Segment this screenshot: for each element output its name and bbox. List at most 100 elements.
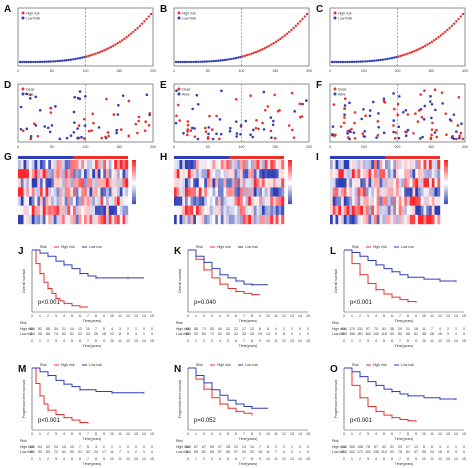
- status-point: [195, 93, 199, 97]
- legend-low-marker: [21, 16, 25, 20]
- legend-high-label: High risk: [61, 363, 75, 367]
- status-point: [377, 125, 381, 129]
- status-point: [235, 98, 238, 101]
- status-point: [127, 99, 131, 103]
- risk-point: [417, 48, 420, 51]
- heatmap-cell: [281, 178, 285, 188]
- x-tick-label: 0: [17, 69, 19, 73]
- heatmap-cell: [209, 214, 213, 225]
- status-point: [72, 131, 76, 134]
- status-point: [383, 101, 387, 104]
- status-point: [239, 124, 243, 127]
- heatmap-cell: [234, 214, 238, 225]
- x-tick-label: 12: [126, 314, 130, 318]
- heatmap-cell: [278, 160, 282, 170]
- x-tick-label: 6: [235, 314, 237, 318]
- status-point: [263, 108, 267, 112]
- heatmap-cell: [332, 160, 336, 170]
- heatmap-cell: [434, 214, 438, 225]
- heatmap-cell: [111, 178, 115, 188]
- heatmap-cell: [434, 160, 438, 170]
- heatmap-cell: [248, 178, 252, 188]
- p-value: p<0.001: [350, 418, 373, 424]
- x-tick-label: 3: [367, 314, 369, 318]
- x-tick-label: 13: [134, 339, 138, 343]
- heatmap-cell: [207, 169, 210, 179]
- heatmap-cell: [37, 169, 41, 179]
- heatmap-cell: [251, 160, 254, 170]
- risk-table-cell: 10: [70, 445, 74, 449]
- status-point: [235, 132, 239, 135]
- heatmap-cell: [100, 169, 104, 179]
- heatmap-cell: [423, 178, 427, 188]
- heatmap-cell: [412, 196, 416, 206]
- heatmap-cell: [385, 205, 388, 216]
- legend-low-label: Low Risk: [182, 17, 196, 21]
- status-point: [352, 131, 356, 134]
- heatmap-cell: [267, 160, 271, 170]
- heatmap-cell: [346, 214, 350, 225]
- risk-point: [118, 40, 122, 44]
- color-scale-step: [132, 177, 136, 180]
- status-point: [185, 133, 189, 137]
- heatmap-cell: [75, 214, 79, 225]
- heatmap-cell: [119, 187, 123, 197]
- heatmap-cell: [259, 205, 263, 216]
- risk-point: [103, 49, 106, 52]
- heatmap-cell: [401, 214, 405, 225]
- heatmap-cell: [256, 214, 260, 225]
- risk-point: [214, 59, 218, 63]
- heatmap-cell: [125, 160, 129, 170]
- heatmap-cell: [75, 178, 79, 188]
- heatmap-cell: [418, 214, 421, 225]
- risk-table-cell: 7: [259, 445, 261, 449]
- heatmap-cell: [273, 214, 276, 225]
- heatmap-cell: [37, 160, 41, 170]
- risk-point: [370, 59, 374, 63]
- heatmap-cell: [215, 178, 219, 188]
- risk-point: [252, 51, 255, 55]
- heatmap-cell: [59, 187, 63, 197]
- x-tick-label: 1: [351, 339, 353, 343]
- x-tick-label: 14: [454, 314, 458, 318]
- heatmap-cell: [431, 187, 435, 197]
- risk-table-cell: 95: [38, 332, 42, 336]
- heatmap-cell: [231, 205, 235, 216]
- risk-table-cell: 108: [357, 445, 363, 449]
- heatmap-cell: [23, 178, 27, 188]
- risk-table-cell: 100: [185, 327, 191, 331]
- risk-point: [140, 22, 144, 25]
- heatmap-cell: [70, 214, 74, 225]
- heatmap-cell: [51, 160, 54, 170]
- heatmap-cell: [415, 196, 419, 206]
- status-point: [431, 121, 434, 125]
- x-tick-label: 1: [195, 314, 197, 318]
- risk-table-cell: 83: [46, 450, 50, 454]
- heatmap-cell: [412, 160, 416, 170]
- heatmap-cell: [234, 178, 238, 188]
- heatmap-cell: [89, 178, 93, 188]
- heatmap-cell: [229, 178, 232, 188]
- heatmap-cell: [407, 214, 410, 225]
- p-value: p<0.001: [38, 418, 61, 424]
- heatmap-cell: [341, 205, 344, 216]
- heatmap-cell: [365, 160, 369, 170]
- heatmap-cell: [354, 196, 358, 206]
- x-tick-label: 15: [306, 457, 310, 461]
- risk-point: [459, 15, 462, 18]
- x-tick-label: 200: [150, 145, 156, 149]
- heatmap-cell: [363, 196, 366, 206]
- heatmap-cell: [182, 205, 186, 216]
- risk-point: [272, 42, 275, 45]
- heatmap-cell: [371, 205, 375, 216]
- legend-high-label: High risk: [373, 363, 387, 367]
- heatmap-cell: [267, 169, 271, 179]
- heatmap-cell: [70, 196, 74, 206]
- status-point: [298, 102, 302, 106]
- x-tick-label: 1: [351, 432, 353, 436]
- risk-point: [23, 60, 26, 64]
- color-scale-step: [132, 166, 136, 169]
- risk-table-cell: 3: [439, 445, 441, 449]
- heatmap-cell: [187, 169, 191, 179]
- heatmap-cell: [273, 169, 276, 179]
